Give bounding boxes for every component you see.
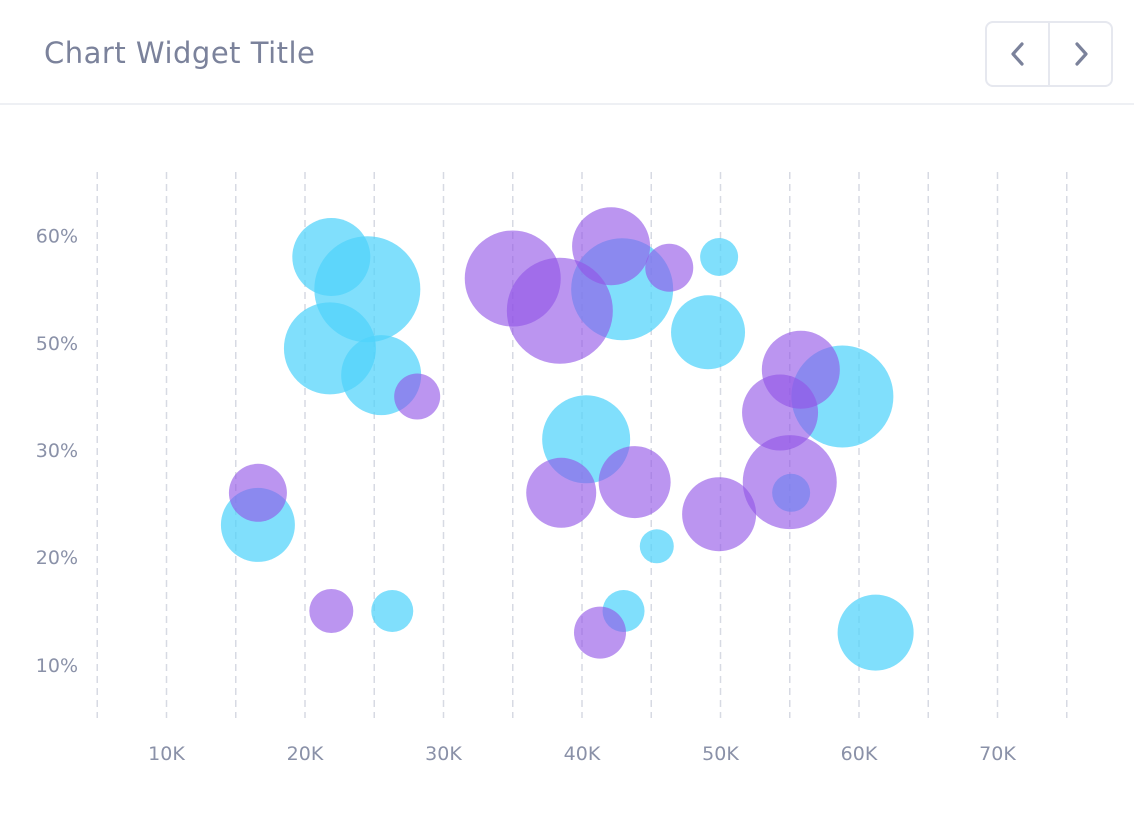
x-tick-label: 40K: [564, 743, 601, 765]
widget-title: Chart Widget Title: [44, 36, 316, 70]
bubble-purple[interactable]: [526, 457, 597, 528]
y-tick-label: 30%: [36, 440, 78, 462]
bubble-purple[interactable]: [572, 207, 651, 286]
chart-area: 60% 50% 30% 20% 10% 10K 20K 30K 40K 50K 60K 70K: [0, 107, 1134, 819]
bubble-cyan[interactable]: [639, 529, 674, 564]
bubble-cyan[interactable]: [371, 590, 414, 632]
bubble-purple[interactable]: [645, 243, 694, 292]
bubble-purple[interactable]: [742, 435, 837, 530]
y-tick-label: 60%: [36, 226, 78, 248]
y-tick-label: 50%: [36, 333, 78, 355]
x-tick-label: 20K: [287, 743, 324, 765]
x-tick-label: 70K: [979, 743, 1016, 765]
y-tick-label: 20%: [36, 547, 78, 569]
widget-header: Chart Widget Title: [0, 0, 1134, 105]
next-button[interactable]: [1048, 23, 1111, 85]
bubble-purple[interactable]: [742, 374, 819, 451]
bubble-purple[interactable]: [228, 463, 287, 522]
bubble-purple[interactable]: [309, 589, 354, 633]
previous-button[interactable]: [987, 23, 1048, 85]
bubble-cyan[interactable]: [700, 238, 739, 276]
bubble-purple[interactable]: [574, 606, 627, 659]
chevron-left-icon: [1010, 42, 1024, 66]
x-tick-label: 50K: [702, 743, 739, 765]
y-axis-ticks: 60% 50% 30% 20% 10%: [36, 226, 78, 678]
bubble-purple[interactable]: [682, 477, 757, 552]
chevron-right-icon: [1074, 42, 1088, 66]
bubble-purple[interactable]: [598, 446, 671, 519]
x-tick-label: 30K: [425, 743, 462, 765]
x-tick-label: 10K: [148, 743, 185, 765]
y-tick-label: 10%: [36, 655, 78, 677]
x-tick-label: 60K: [841, 743, 878, 765]
pager-controls: [985, 21, 1113, 87]
bubble-purple[interactable]: [394, 373, 441, 420]
bubble-cyan[interactable]: [671, 295, 746, 370]
bubble-purple[interactable]: [506, 257, 613, 364]
x-axis-ticks: 10K 20K 30K 40K 50K 60K 70K: [148, 743, 1016, 765]
bubble-chart: 60% 50% 30% 20% 10% 10K 20K 30K 40K 50K 60K 70K: [36, 172, 1068, 765]
bubble-cyan[interactable]: [837, 594, 914, 671]
bubbles: [220, 207, 914, 671]
